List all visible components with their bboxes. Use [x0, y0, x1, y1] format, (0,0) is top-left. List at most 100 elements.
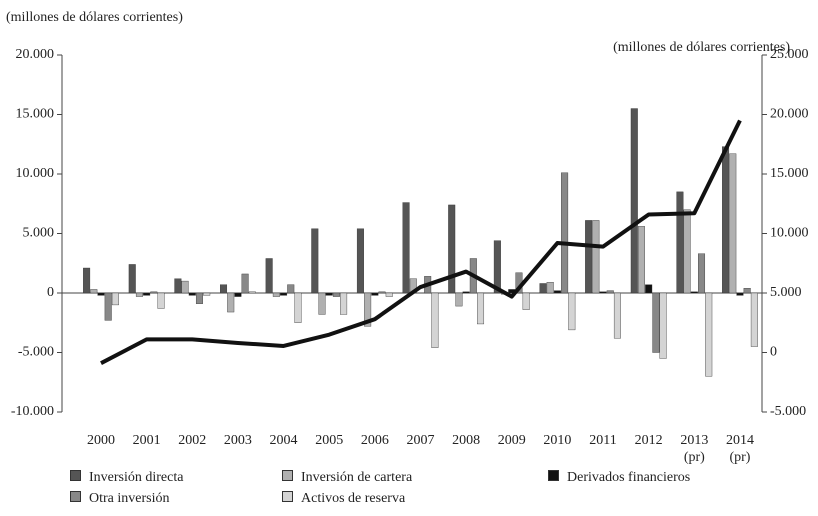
legend-item: Inversión directa: [70, 470, 183, 486]
line: [100, 119, 742, 365]
bar: [272, 292, 280, 297]
bar: [294, 292, 302, 323]
bar: [599, 291, 607, 294]
bar: [220, 284, 228, 294]
x-tick-label: 2005: [315, 433, 344, 448]
bar: [736, 292, 744, 296]
x-tick-label: 2003: [223, 433, 252, 448]
bar: [553, 290, 561, 294]
bar: [340, 292, 348, 315]
bar: [522, 292, 530, 310]
y-tick-label: -10.000: [11, 404, 54, 419]
bar: [698, 253, 706, 294]
y-tick-label: 10.000: [16, 166, 55, 181]
y-axis-title: (millones de dólares corrientes): [6, 10, 183, 25]
bar: [356, 228, 364, 294]
x-tick-label: 2009: [497, 433, 526, 448]
y2-tick-label: 25.000: [770, 47, 809, 62]
bar: [150, 291, 158, 294]
legend-item: Inversión de cartera: [282, 470, 412, 486]
legend-label: Activos de reserva: [301, 491, 406, 506]
bar: [613, 292, 621, 339]
x-tick-label: 2014 (pr): [725, 433, 754, 465]
bar: [431, 292, 439, 348]
bar: [195, 292, 203, 304]
legend-label: Otra inversión: [89, 491, 170, 506]
bar: [690, 291, 698, 294]
bar: [568, 292, 576, 331]
bar: [227, 292, 235, 313]
bar: [234, 292, 242, 297]
legend-item: Derivados financieros: [548, 470, 690, 486]
bar: [90, 289, 98, 294]
legend-item: Otra inversión: [70, 491, 169, 507]
y-tick-label: -5.000: [18, 345, 54, 360]
x-tick-label: 2002: [178, 433, 207, 448]
bar: [561, 172, 569, 294]
bar: [722, 146, 730, 294]
bar: [606, 290, 614, 294]
bar: [493, 240, 501, 294]
bar: [462, 291, 470, 294]
bar: [539, 283, 547, 294]
bar: [378, 291, 386, 294]
bar: [364, 292, 372, 327]
legend-label: Inversión de cartera: [301, 470, 413, 485]
y-tick-label: 5.000: [23, 226, 55, 241]
bar: [750, 292, 758, 347]
legend-swatch: [282, 470, 293, 481]
y2-tick-label: 20.000: [770, 107, 809, 122]
bar: [265, 258, 273, 294]
bar: [659, 292, 667, 359]
bar: [157, 292, 165, 309]
x-tick-label: 2010: [543, 433, 572, 448]
bar: [203, 292, 211, 296]
x-tick-label: 2011: [589, 433, 617, 448]
legend-swatch: [282, 491, 293, 502]
legend-label: Derivados financieros: [567, 470, 691, 485]
legend-swatch: [548, 470, 559, 481]
x-tick-label: 2001: [132, 433, 161, 448]
bar: [455, 292, 463, 307]
bar: [546, 282, 554, 294]
y-tick-label: 0: [47, 285, 54, 300]
bar: [676, 191, 684, 294]
x-tick-label: 2006: [360, 433, 389, 448]
bar: [241, 273, 249, 294]
bar: [280, 292, 288, 296]
bar: [104, 292, 112, 321]
bar: [402, 202, 410, 294]
bar: [332, 292, 340, 297]
legend-swatch: [70, 491, 81, 502]
bar: [385, 292, 393, 297]
x-tick-label: 2012: [634, 433, 663, 448]
x-tick-label: 2013 (pr): [680, 433, 709, 465]
bar: [592, 220, 600, 294]
bar: [683, 209, 691, 294]
bar: [181, 280, 189, 294]
x-tick-label: 2004: [269, 433, 298, 448]
bar: [448, 204, 456, 294]
bar: [97, 292, 105, 296]
y-tick-label: 20.000: [16, 47, 55, 62]
bar: [630, 108, 638, 294]
bar: [135, 292, 143, 297]
bar: [311, 228, 319, 294]
bar: [705, 292, 713, 377]
bar: [585, 220, 593, 294]
bar: [188, 292, 196, 296]
x-tick-label: 2007: [406, 433, 435, 448]
x-tick-label: 2000: [87, 433, 115, 448]
y2-axis-title: (millones de dólares corrientes): [613, 40, 790, 55]
legend-item: Activos de reserva: [282, 491, 405, 507]
bar: [318, 292, 326, 315]
bar: [477, 292, 485, 325]
legend-swatch: [70, 470, 81, 481]
bar: [287, 284, 295, 294]
bar: [371, 292, 379, 296]
bar: [637, 226, 645, 294]
bar: [325, 292, 333, 296]
bar: [652, 292, 660, 353]
bar: [729, 153, 737, 294]
